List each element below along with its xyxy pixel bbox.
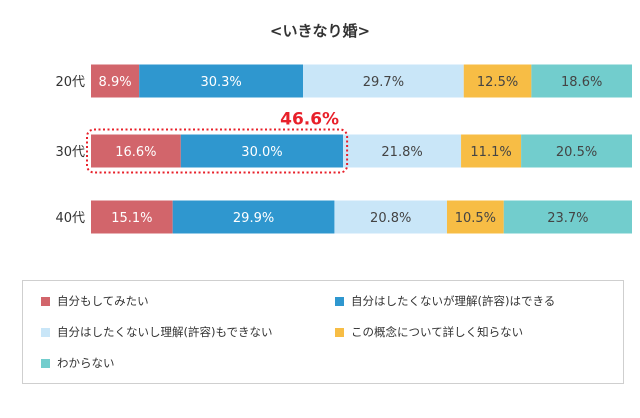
data-label: 18.6%: [561, 75, 602, 90]
legend-label: 自分はしたくないし理解(許容)もできない: [57, 325, 273, 339]
chart-legend: 自分もしてみたい 自分はしたくないが理解(許容)はできる自分はしたくないし理解(許…: [22, 280, 624, 384]
bar-segment: [461, 134, 522, 168]
data-label: 11.1%: [470, 145, 511, 160]
legend-item: 自分はしたくないが理解(許容)はできる: [335, 293, 555, 309]
category-label: 30代: [55, 145, 85, 160]
highlight-annotation: 46.6%: [280, 110, 339, 130]
category-label: 40代: [55, 211, 85, 226]
bar-segment: [180, 134, 344, 168]
data-label: 12.5%: [477, 75, 518, 90]
legend-item: 自分はしたくないし理解(許容)もできない: [41, 324, 273, 340]
data-label: 21.8%: [381, 145, 422, 160]
bar-segment: [139, 64, 304, 98]
bar-segment: [172, 200, 335, 234]
data-label: 30.0%: [241, 145, 282, 160]
legend-swatch: [41, 358, 50, 368]
data-label: 23.7%: [547, 211, 588, 226]
legend-label: わからない: [57, 356, 115, 370]
legend-label: この概念について詳しく知らない: [351, 325, 524, 339]
legend-swatch: [335, 327, 344, 337]
data-label: 8.9%: [99, 75, 132, 90]
data-label: 15.1%: [111, 211, 152, 226]
legend-label: 自分もしてみたい: [57, 294, 149, 308]
bar-segment: [91, 64, 140, 98]
legend-item: わからない: [41, 355, 115, 371]
legend-item: この概念について詳しく知らない: [335, 324, 523, 340]
legend-swatch: [41, 296, 50, 306]
bar-segment: [334, 200, 447, 234]
data-label: 10.5%: [455, 211, 496, 226]
legend-swatch: [335, 296, 344, 306]
legend-swatch: [41, 327, 50, 337]
legend-label: 自分はしたくないが理解(許容)はできる: [351, 294, 556, 308]
data-label: 29.9%: [233, 211, 274, 226]
data-label: 30.3%: [200, 75, 241, 90]
data-label: 20.8%: [370, 211, 411, 226]
highlight-box: [86, 128, 349, 174]
category-label: 20代: [55, 75, 85, 90]
bar-segment: [463, 64, 532, 98]
data-label: 20.5%: [556, 145, 597, 160]
bar-segment: [343, 134, 462, 168]
bar-segment: [521, 134, 632, 168]
bar-segment: [503, 200, 632, 234]
legend-item: 自分もしてみたい: [41, 293, 149, 309]
data-label: 16.6%: [115, 145, 156, 160]
bar-segment: [531, 64, 632, 98]
stacked-bar-chart: 20代 8.9% 30.3% 29.7% 12.5% 18.6% 30代 16.6% 30.0%…: [55, 64, 632, 234]
bar-segment: [91, 134, 181, 168]
bar-segment: [303, 64, 464, 98]
bar-segment: [446, 200, 504, 234]
bar-segment: [91, 200, 173, 234]
chart-title: <いきなり婚>: [269, 22, 371, 40]
data-label: 29.7%: [363, 75, 404, 90]
